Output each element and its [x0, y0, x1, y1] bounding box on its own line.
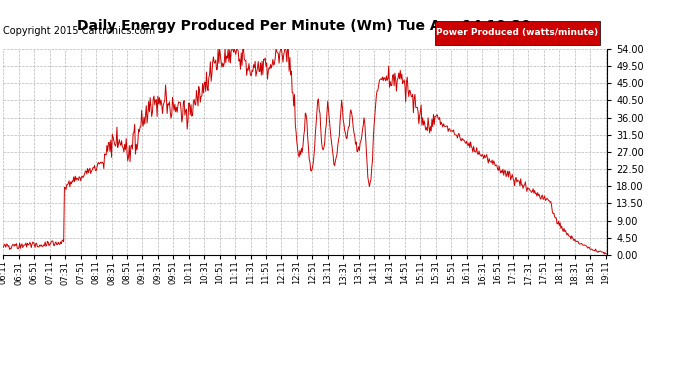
Text: Power Produced (watts/minute): Power Produced (watts/minute) [437, 28, 598, 38]
Text: Copyright 2015 Cartronics.com: Copyright 2015 Cartronics.com [3, 26, 155, 36]
Text: Daily Energy Produced Per Minute (Wm) Tue Apr 14 19:30: Daily Energy Produced Per Minute (Wm) Tu… [77, 19, 531, 33]
